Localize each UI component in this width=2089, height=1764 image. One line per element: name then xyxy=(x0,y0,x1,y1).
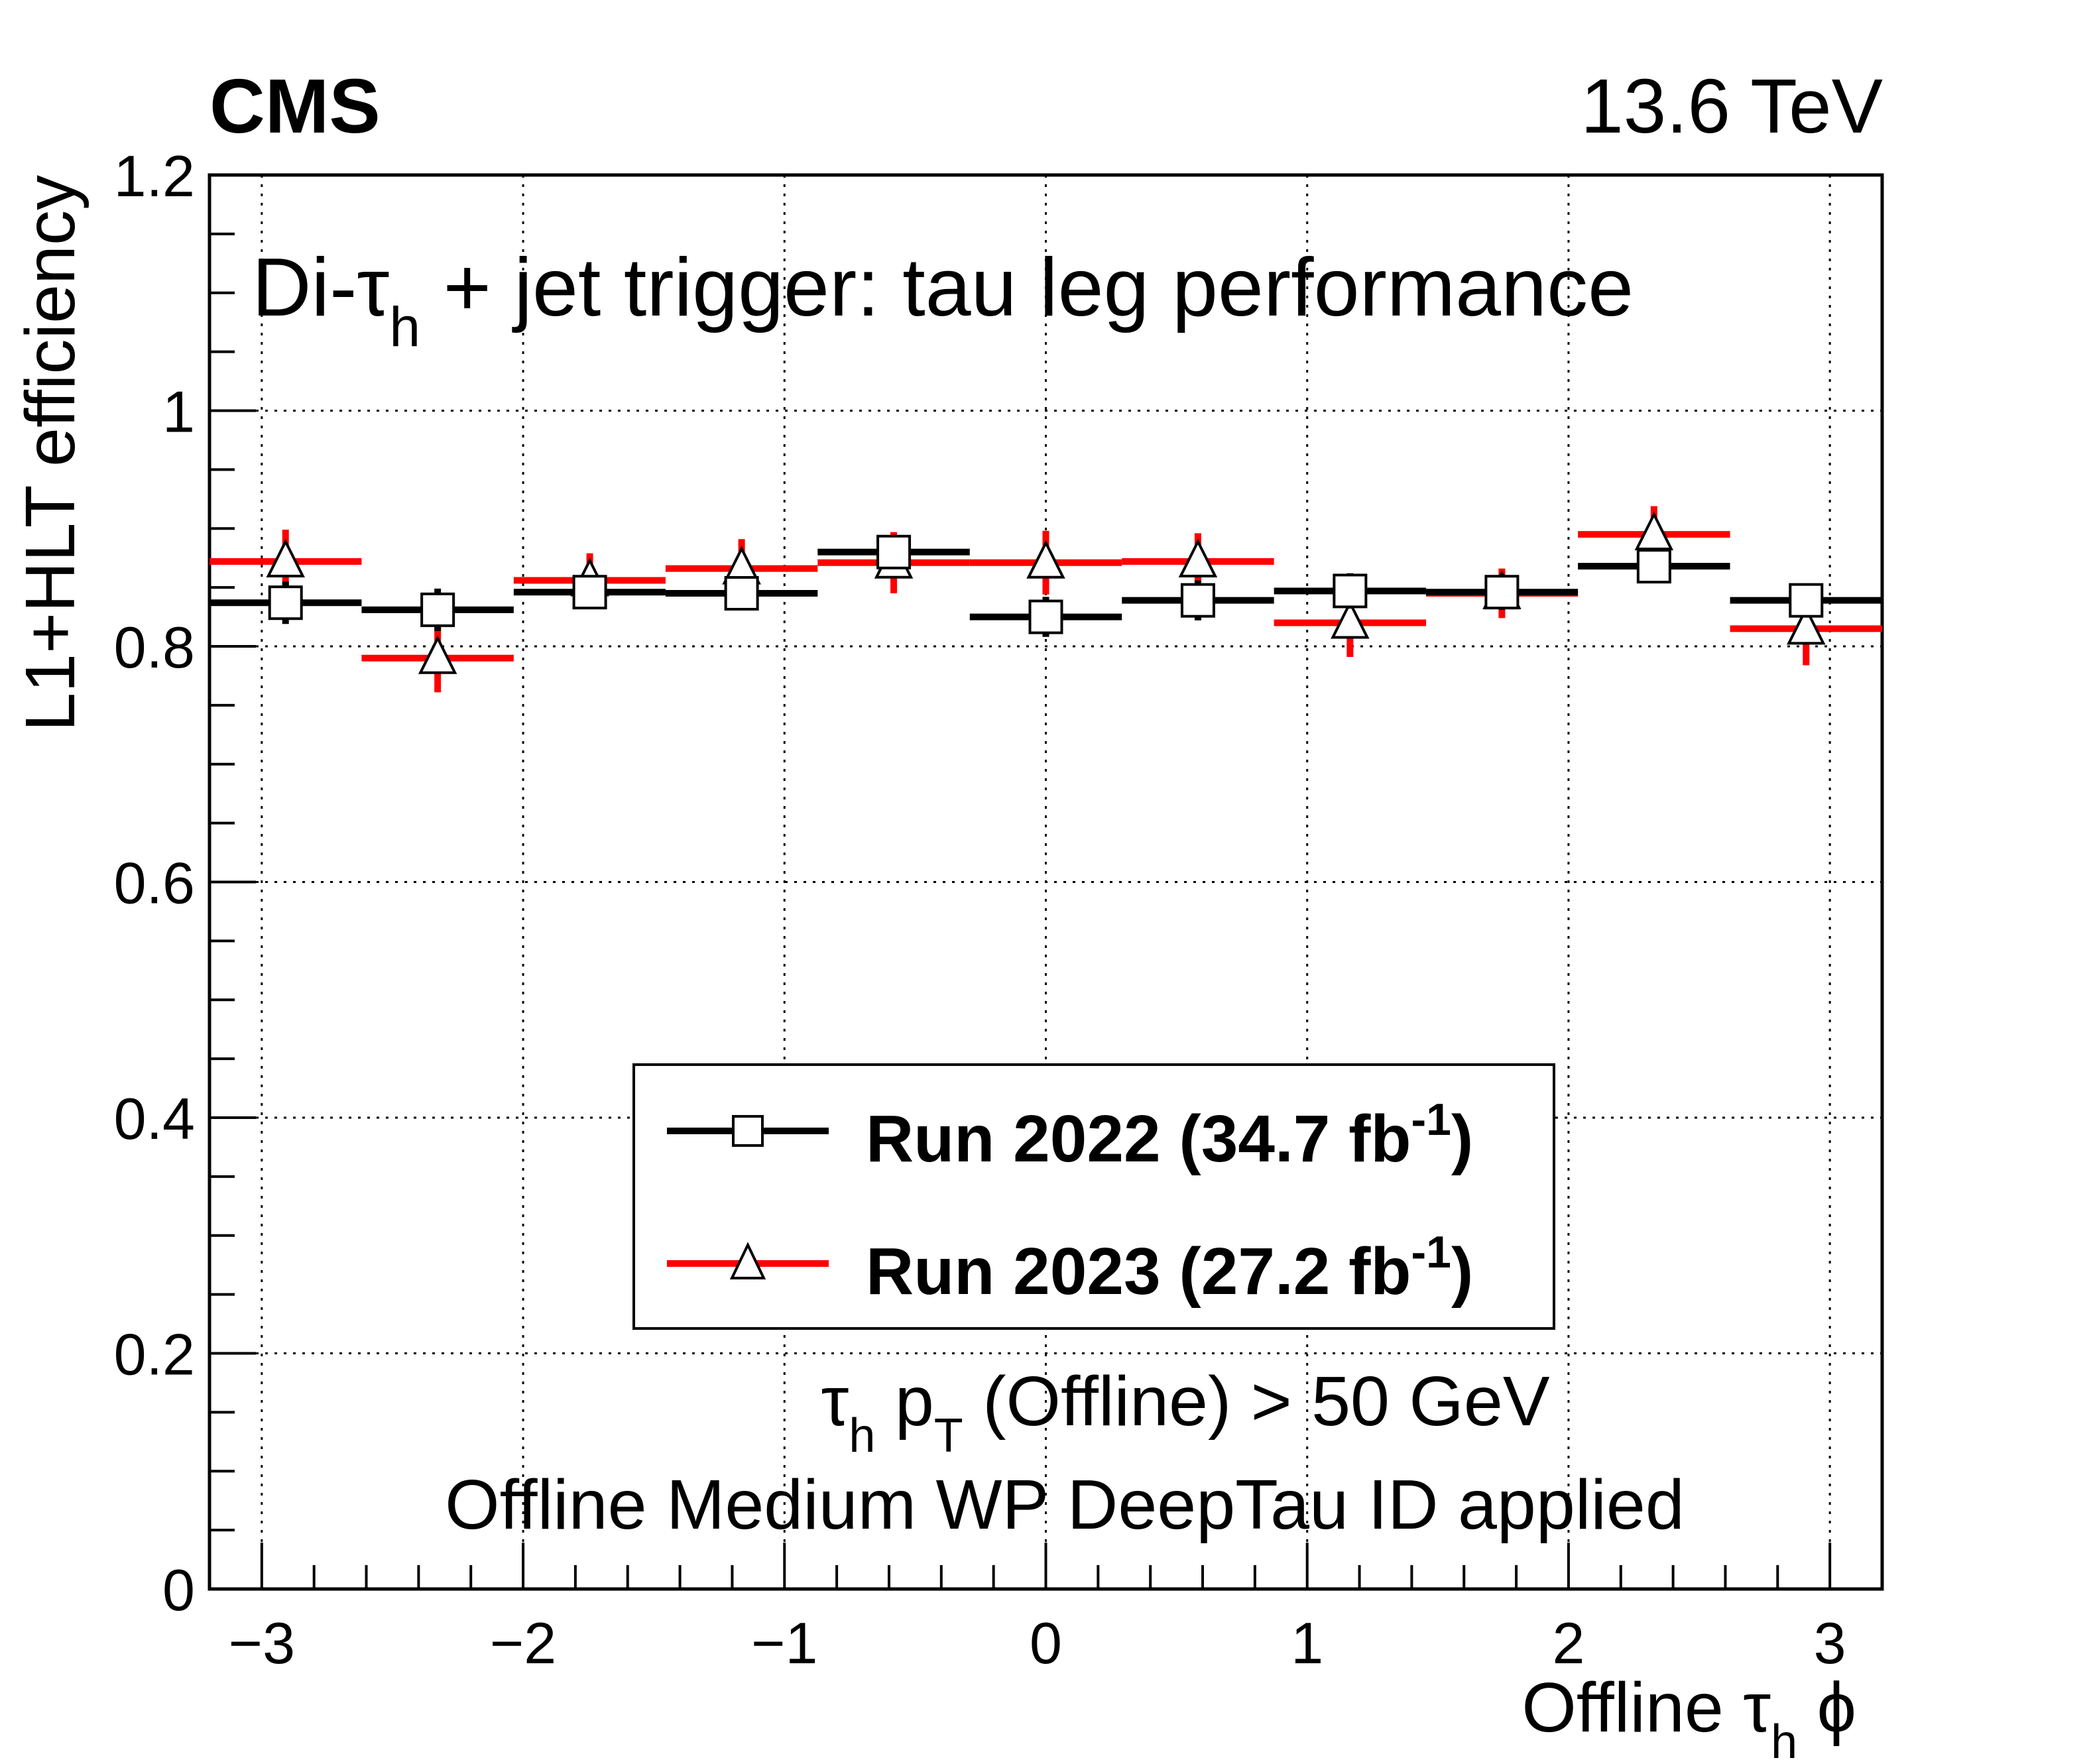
y-tick-label: 0.8 xyxy=(114,615,195,680)
y-tick-label: 1 xyxy=(162,379,195,445)
data-point-square xyxy=(1333,573,1368,609)
cms-label: CMS xyxy=(209,63,381,149)
data-point-triangle xyxy=(1787,605,1826,645)
data-point-square xyxy=(572,575,607,610)
data-point-triangle xyxy=(266,538,305,578)
data-point-square xyxy=(1636,549,1671,584)
data-point-triangle xyxy=(1026,540,1065,579)
y-tick-labels: 0 0.2 0.4 0.6 0.8 1 1.2 xyxy=(114,143,195,1623)
data-point-square xyxy=(420,592,455,627)
legend-marker-square xyxy=(732,1115,764,1147)
legend-label-run-2022: Run 2022 (34.7 fb-1) xyxy=(866,1094,1473,1176)
x-tick-label: 0 xyxy=(1030,1610,1062,1676)
data-point-triangle xyxy=(418,635,457,674)
y-tick-label: 0.2 xyxy=(114,1322,195,1387)
y-tick-label: 0.4 xyxy=(114,1086,195,1151)
data-point-square xyxy=(1484,575,1520,610)
data-point-square xyxy=(1180,583,1215,618)
data-point-square xyxy=(1028,599,1063,634)
x-axis-label: Offline τh ϕ xyxy=(1522,1669,1856,1764)
pt-cut-label: τh pT (Offline) > 50 GeV xyxy=(821,1362,1549,1462)
data-point-square xyxy=(876,534,912,569)
y-axis-label: L1+HLT efficiency xyxy=(11,175,90,732)
x-tick-label: −3 xyxy=(229,1610,295,1676)
deeptau-id-label: Offline Medium WP DeepTau ID applied xyxy=(445,1466,1685,1544)
x-tick-label: −2 xyxy=(490,1610,556,1676)
series-run-2022 xyxy=(209,534,1882,637)
x-tick-label: −1 xyxy=(751,1610,817,1676)
axis-ticks xyxy=(208,174,1883,1590)
y-tick-label: 1.2 xyxy=(114,143,195,209)
data-point-triangle xyxy=(1178,538,1218,578)
y-tick-label: 0 xyxy=(162,1557,195,1623)
legend-label-run-2023: Run 2023 (27.2 fb-1) xyxy=(866,1227,1473,1309)
x-tick-label: 3 xyxy=(1814,1610,1846,1676)
x-tick-label: 1 xyxy=(1291,1610,1323,1676)
plot-title: Di-τh + jet trigger: tau leg performance xyxy=(252,242,1634,358)
x-tick-labels: −3 −2 −1 0 1 2 3 xyxy=(229,1610,1846,1676)
data-point-square xyxy=(724,576,759,611)
y-tick-label: 0.6 xyxy=(114,851,195,916)
energy-label: 13.6 TeV xyxy=(1581,63,1883,149)
legend-marker-triangle xyxy=(729,1242,766,1279)
legend: Run 2022 (34.7 fb-1) Run 2023 (27.2 fb-1… xyxy=(632,1063,1555,1330)
legend-box xyxy=(632,1063,1555,1330)
plot-frame xyxy=(208,173,1884,1591)
data-point-square xyxy=(1789,583,1824,618)
grid-lines xyxy=(209,175,1882,1589)
data-point-square xyxy=(268,585,303,620)
x-tick-label: 2 xyxy=(1552,1610,1584,1676)
data-point-triangle xyxy=(1331,599,1370,639)
